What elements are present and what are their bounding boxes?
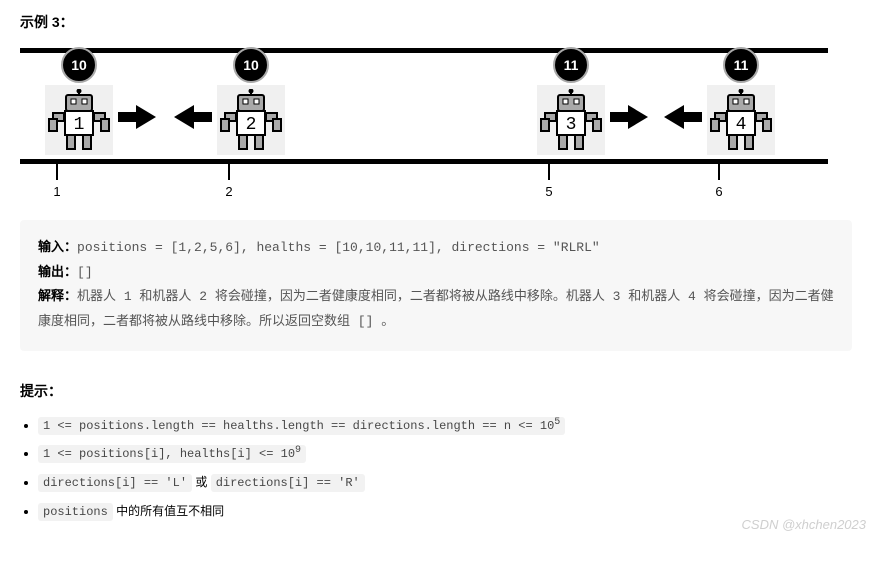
svg-text:1: 1 — [74, 115, 85, 135]
axis-tick — [228, 164, 230, 180]
watermark: CSDN @xhchen2023 — [742, 517, 866, 532]
robot-3: 11 3 — [536, 59, 606, 158]
robot-2: 10 2 — [216, 59, 286, 158]
constraint-code: directions[i] == 'L' — [38, 474, 192, 492]
axis-tick — [718, 164, 720, 180]
axis-tick-label: 1 — [53, 184, 60, 199]
constraint-code: 1 <= positions.length == healths.length … — [38, 417, 565, 435]
axis-tick-label: 2 — [225, 184, 232, 199]
constraint-item: 1 <= positions.length == healths.length … — [38, 417, 883, 433]
svg-text:4: 4 — [736, 115, 747, 135]
explain-value: 机器人 1 和机器人 2 将会碰撞，因为二者健康度相同，二者都将被从路线中移除。… — [38, 289, 834, 329]
robot-icon: 4 — [709, 89, 773, 151]
direction-arrow — [118, 105, 156, 129]
constraint-item: directions[i] == 'L' 或 directions[i] == … — [38, 473, 883, 490]
hints-title: 提示： — [20, 381, 883, 401]
arrow-left-icon — [174, 105, 212, 129]
axis-tick-label: 5 — [545, 184, 552, 199]
health-badge: 10 — [61, 47, 97, 83]
robot-icon: 3 — [539, 89, 603, 151]
constraint-code: directions[i] == 'R' — [211, 474, 365, 492]
axis-tick — [548, 164, 550, 180]
svg-text:3: 3 — [566, 115, 577, 135]
constraint-text: 或 — [192, 475, 211, 489]
robot-icon: 1 — [47, 89, 111, 151]
constraint-code: positions — [38, 503, 113, 521]
output-value: [] — [77, 265, 93, 280]
robot-body: 1 — [45, 85, 113, 155]
axis-tick — [56, 164, 58, 180]
robot-icon: 2 — [219, 89, 283, 151]
input-value: positions = [1,2,5,6], healths = [10,10,… — [77, 240, 600, 255]
output-label: 输出： — [38, 265, 77, 280]
direction-arrow — [610, 105, 648, 129]
robot-body: 2 — [217, 85, 285, 155]
constraints-list: 1 <= positions.length == healths.length … — [20, 417, 883, 519]
robot-body: 4 — [707, 85, 775, 155]
health-badge: 10 — [233, 47, 269, 83]
robot-body: 3 — [537, 85, 605, 155]
io-block: 输入：positions = [1,2,5,6], healths = [10,… — [20, 220, 852, 351]
svg-text:2: 2 — [246, 115, 257, 135]
constraint-item: 1 <= positions[i], healths[i] <= 109 — [38, 445, 883, 461]
input-label: 输入： — [38, 240, 77, 255]
arrow-right-icon — [610, 105, 648, 129]
axis-tick-label: 6 — [715, 184, 722, 199]
explain-label: 解释： — [38, 289, 77, 304]
direction-arrow — [664, 105, 702, 129]
arrow-right-icon — [118, 105, 156, 129]
robot-1: 10 1 — [44, 59, 114, 158]
constraint-code: 1 <= positions[i], healths[i] <= 109 — [38, 445, 306, 463]
health-badge: 11 — [553, 47, 589, 83]
constraint-text: 中的所有值互不相同 — [113, 504, 224, 518]
example-title: 示例 3： — [20, 12, 883, 32]
track-diagram: 10 1 10 2 11 — [20, 48, 828, 200]
robot-4: 11 4 — [706, 59, 776, 158]
health-badge: 11 — [723, 47, 759, 83]
direction-arrow — [174, 105, 212, 129]
arrow-left-icon — [664, 105, 702, 129]
